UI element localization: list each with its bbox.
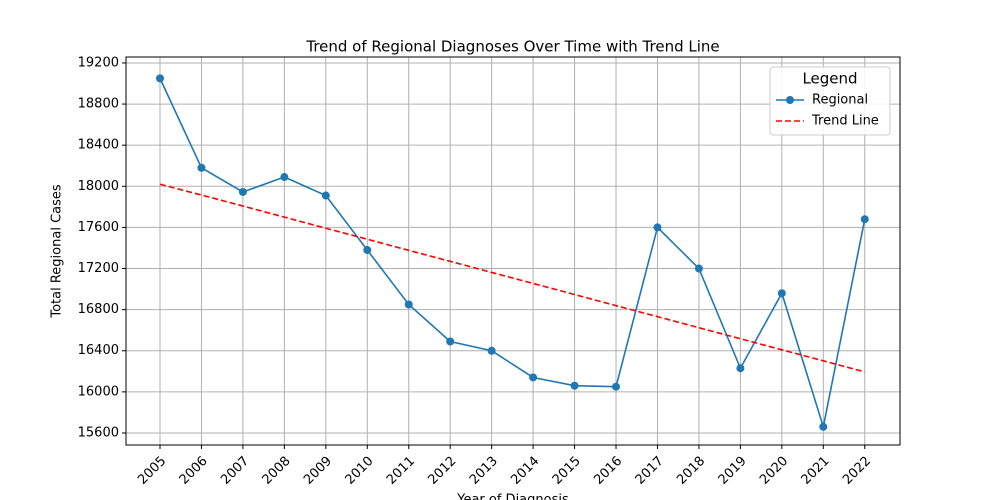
y-tick-label: 16400: [78, 343, 119, 358]
x-tick-label: 2006: [177, 454, 211, 488]
plot-frame: [125, 56, 901, 446]
x-tick-label: 2016: [591, 454, 625, 488]
data-point: [570, 381, 579, 390]
x-tick-label: 2022: [840, 454, 874, 488]
x-tick-label: 2013: [467, 454, 501, 488]
data-point: [653, 223, 662, 232]
x-tick-label: 2020: [757, 454, 791, 488]
x-tick-label: 2015: [550, 454, 584, 488]
legend-title: Legend: [802, 70, 857, 88]
x-tick-label: 2012: [425, 454, 459, 488]
y-tick-label: 16000: [78, 384, 119, 399]
data-point: [280, 173, 289, 182]
y-tick-label: 18400: [78, 138, 119, 153]
x-tick-label: 2021: [799, 454, 833, 488]
x-tick-label: 2007: [218, 454, 252, 488]
data-point: [777, 289, 786, 298]
y-tick-label: 15600: [78, 425, 119, 440]
data-point: [860, 215, 869, 224]
x-tick-label: 2009: [301, 454, 335, 488]
series-line: [159, 183, 865, 373]
data-point: [446, 337, 455, 346]
x-tick-label: 2008: [260, 454, 294, 488]
data-point: [155, 74, 164, 83]
y-tick-label: 16800: [78, 302, 119, 317]
data-point: [197, 163, 206, 172]
x-tick-label: 2010: [343, 454, 377, 488]
legend-label: Regional: [812, 93, 868, 108]
series-line: [159, 78, 866, 428]
data-point: [529, 373, 538, 382]
y-tick-label: 18000: [78, 179, 119, 194]
x-tick-label: 2019: [716, 454, 750, 488]
legend-marker: [786, 96, 794, 104]
x-tick-label: 2014: [508, 454, 542, 488]
y-tick-label: 19200: [78, 55, 119, 70]
data-point: [363, 246, 372, 255]
x-tick-label: 2018: [674, 454, 708, 488]
data-point: [819, 422, 828, 431]
data-point: [238, 187, 247, 196]
legend-label: Trend Line: [811, 114, 879, 129]
x-tick-label: 2005: [135, 454, 169, 488]
data-point: [612, 382, 621, 391]
data-point: [736, 364, 745, 373]
y-tick-label: 17600: [78, 220, 119, 235]
x-tick-label: 2017: [633, 454, 667, 488]
data-point: [404, 300, 413, 309]
data-point: [694, 264, 703, 273]
x-axis-label: Year of Diagnosis: [456, 493, 569, 500]
chart-title: Trend of Regional Diagnoses Over Time wi…: [305, 38, 719, 56]
x-tick-label: 2011: [384, 454, 418, 488]
legend-box: [769, 66, 891, 136]
y-axis-label: Total Regional Cases: [50, 184, 65, 319]
data-point: [321, 191, 330, 200]
data-point: [487, 346, 496, 355]
y-tick-label: 18800: [78, 97, 119, 112]
y-tick-label: 17200: [78, 261, 119, 276]
